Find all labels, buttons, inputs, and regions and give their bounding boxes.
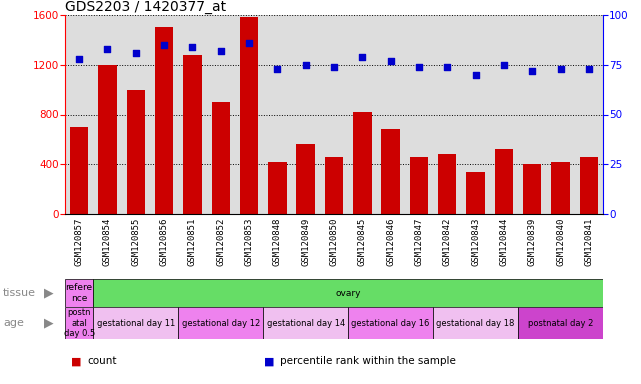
- Bar: [551, 162, 570, 214]
- Point: [159, 42, 169, 48]
- Bar: [579, 157, 598, 214]
- Bar: [297, 144, 315, 214]
- Text: GSM120855: GSM120855: [131, 217, 140, 266]
- Bar: [65, 307, 94, 339]
- Bar: [240, 18, 258, 214]
- Point: [385, 58, 395, 64]
- Point: [74, 56, 84, 62]
- Bar: [212, 102, 230, 214]
- Bar: [183, 55, 202, 214]
- Text: GSM120847: GSM120847: [415, 217, 424, 266]
- Text: refere
nce: refere nce: [65, 283, 93, 303]
- Text: GSM120840: GSM120840: [556, 217, 565, 266]
- Bar: [126, 89, 145, 214]
- Text: GSM120845: GSM120845: [358, 217, 367, 266]
- Text: gestational day 12: gestational day 12: [181, 318, 260, 328]
- Text: ■: ■: [71, 356, 82, 366]
- Text: GSM120842: GSM120842: [443, 217, 452, 266]
- Bar: [98, 65, 117, 214]
- Text: ▶: ▶: [44, 286, 54, 300]
- Point: [187, 44, 197, 50]
- Bar: [348, 307, 433, 339]
- Point: [584, 66, 594, 72]
- Point: [131, 50, 141, 56]
- Bar: [433, 307, 518, 339]
- Text: ▶: ▶: [44, 316, 54, 329]
- Text: GSM120839: GSM120839: [528, 217, 537, 266]
- Bar: [438, 154, 456, 214]
- Bar: [495, 149, 513, 214]
- Bar: [155, 27, 173, 214]
- Point: [357, 54, 367, 60]
- Text: GSM120852: GSM120852: [216, 217, 225, 266]
- Point: [272, 66, 283, 72]
- Point: [215, 48, 226, 54]
- Text: gestational day 16: gestational day 16: [351, 318, 430, 328]
- Text: GSM120846: GSM120846: [386, 217, 395, 266]
- Text: count: count: [87, 356, 117, 366]
- Point: [499, 62, 509, 68]
- Bar: [467, 172, 485, 214]
- Point: [301, 62, 311, 68]
- Point: [329, 64, 339, 70]
- Bar: [523, 164, 542, 214]
- Text: gestational day 14: gestational day 14: [267, 318, 345, 328]
- Bar: [381, 129, 400, 214]
- Bar: [263, 307, 348, 339]
- Text: GSM120853: GSM120853: [245, 217, 254, 266]
- Bar: [65, 279, 94, 307]
- Text: tissue: tissue: [3, 288, 36, 298]
- Text: postn
atal
day 0.5: postn atal day 0.5: [63, 308, 95, 338]
- Text: GSM120850: GSM120850: [329, 217, 338, 266]
- Bar: [410, 157, 428, 214]
- Bar: [70, 127, 88, 214]
- Text: GSM120848: GSM120848: [273, 217, 282, 266]
- Bar: [325, 157, 343, 214]
- Text: age: age: [3, 318, 24, 328]
- Text: GSM120857: GSM120857: [74, 217, 84, 266]
- Text: GSM120856: GSM120856: [160, 217, 169, 266]
- Text: percentile rank within the sample: percentile rank within the sample: [279, 356, 456, 366]
- Point: [244, 40, 254, 46]
- Text: GSM120844: GSM120844: [499, 217, 508, 266]
- Bar: [94, 307, 178, 339]
- Point: [555, 66, 565, 72]
- Text: GDS2203 / 1420377_at: GDS2203 / 1420377_at: [65, 0, 226, 14]
- Point: [470, 72, 481, 78]
- Text: GSM120851: GSM120851: [188, 217, 197, 266]
- Point: [103, 46, 113, 52]
- Text: gestational day 18: gestational day 18: [437, 318, 515, 328]
- Point: [527, 68, 537, 74]
- Text: postnatal day 2: postnatal day 2: [528, 318, 593, 328]
- Text: gestational day 11: gestational day 11: [97, 318, 175, 328]
- Text: GSM120854: GSM120854: [103, 217, 112, 266]
- Bar: [518, 307, 603, 339]
- Text: ovary: ovary: [335, 288, 361, 298]
- Bar: [178, 307, 263, 339]
- Point: [442, 64, 453, 70]
- Text: GSM120841: GSM120841: [585, 217, 594, 266]
- Bar: [353, 112, 372, 214]
- Text: ■: ■: [263, 356, 274, 366]
- Text: GSM120843: GSM120843: [471, 217, 480, 266]
- Text: GSM120849: GSM120849: [301, 217, 310, 266]
- Point: [414, 64, 424, 70]
- Bar: [268, 162, 287, 214]
